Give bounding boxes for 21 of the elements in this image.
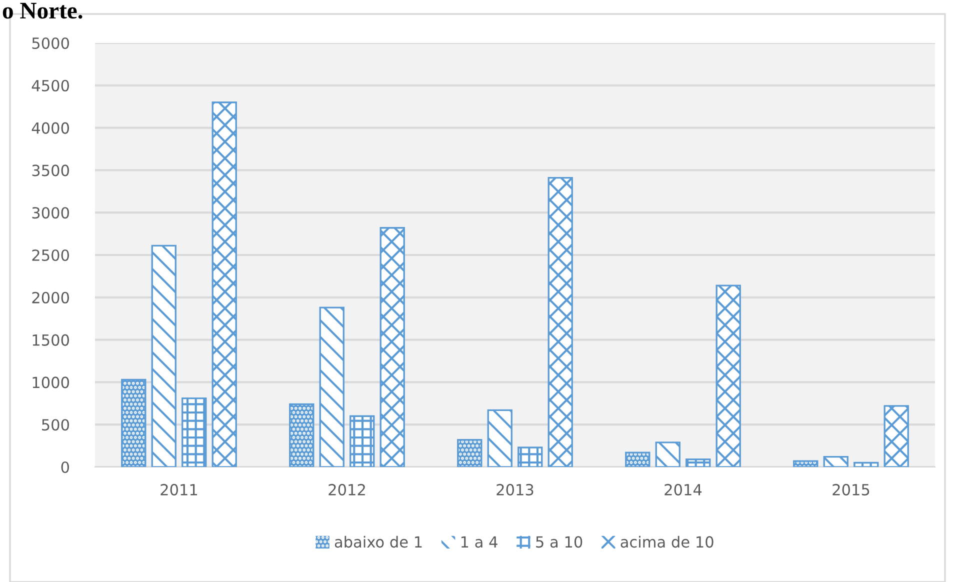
y-tick-label: 5000 bbox=[32, 37, 69, 50]
y-tick-label: 500 bbox=[42, 419, 69, 431]
y-tick-label: 3000 bbox=[32, 207, 69, 219]
x-tick-label: 2014 bbox=[664, 484, 702, 496]
chart-title: o Norte. bbox=[2, 2, 82, 19]
y-tick-label: 1000 bbox=[32, 376, 69, 388]
legend-label: abaixo de 1 bbox=[334, 536, 422, 548]
legend-label: 5 a 10 bbox=[536, 536, 582, 548]
y-tick-label: 0 bbox=[61, 461, 69, 474]
y-tick-label: 4000 bbox=[32, 122, 69, 134]
legend-label: 1 a 4 bbox=[461, 536, 498, 548]
y-tick-label: 4500 bbox=[32, 80, 69, 92]
x-tick-label: 2012 bbox=[328, 484, 365, 496]
y-tick-label: 2000 bbox=[32, 292, 69, 304]
y-tick-label: 1500 bbox=[32, 334, 69, 346]
x-tick-label: 2015 bbox=[832, 484, 870, 496]
y-tick-label: 2500 bbox=[32, 249, 69, 262]
x-tick-label: 2013 bbox=[496, 484, 534, 496]
x-tick-label: 2011 bbox=[160, 484, 198, 496]
legend-label: acima de 10 bbox=[620, 536, 714, 548]
y-tick-label: 3500 bbox=[32, 164, 69, 176]
